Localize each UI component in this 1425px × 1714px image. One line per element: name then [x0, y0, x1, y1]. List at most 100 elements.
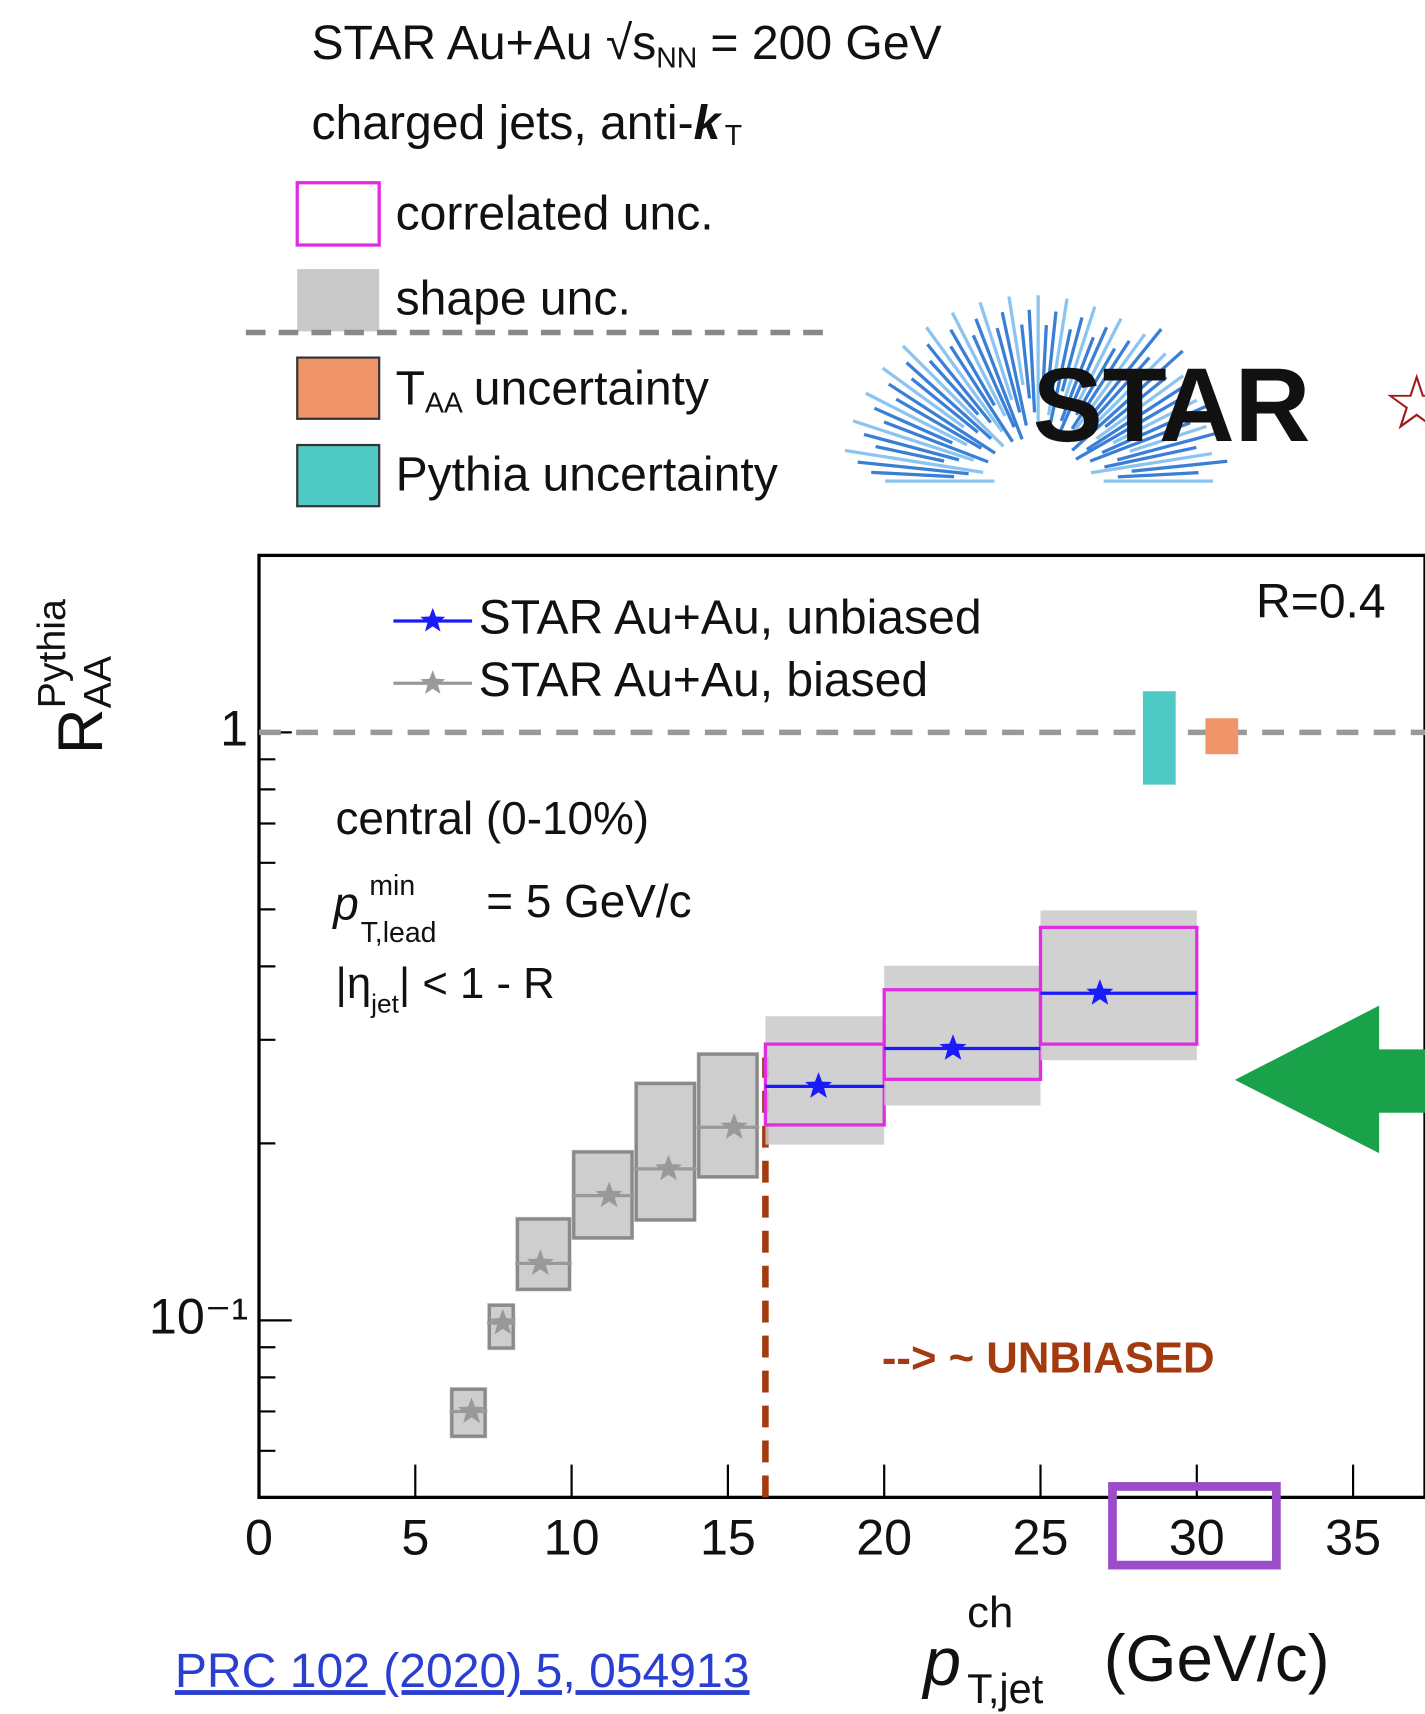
legend-label: shape unc.: [396, 272, 631, 326]
logo-ray: [949, 345, 1014, 443]
logo-ray: [895, 397, 983, 450]
logo-ray: [950, 311, 1007, 417]
shape-unc-box: [515, 1216, 572, 1292]
annotation: T,lead: [361, 917, 437, 949]
annotation: R=0.4: [1256, 574, 1386, 628]
logo-ray: [883, 420, 989, 464]
logo-ray: [1079, 352, 1167, 440]
logo-ray: [865, 391, 968, 447]
logo-ray: [887, 382, 996, 455]
green-arrow: [1234, 1005, 1425, 1154]
text-part: = 200 GeV: [710, 16, 941, 70]
x-tick-label: 5: [401, 1509, 429, 1565]
x-axis-label: p: [921, 1625, 961, 1700]
shape-unc-box: [696, 1052, 760, 1179]
data-point: [1086, 979, 1114, 1005]
logo-ray: [1090, 451, 1213, 475]
x-tick-label: 15: [700, 1509, 756, 1565]
x-tick-label: 35: [1325, 1509, 1381, 1565]
legend-marker: [420, 607, 446, 632]
x-tick-label: 25: [1013, 1509, 1069, 1565]
logo-ray: [925, 326, 1004, 433]
header-line: charged jets, anti-k T: [311, 96, 742, 152]
logo-ray: [875, 444, 945, 463]
annotation: |ηjet| < 1 - R: [335, 958, 554, 1018]
shape-unc-box: [634, 1081, 697, 1222]
text-part: k: [694, 96, 723, 150]
data-point: [939, 1034, 967, 1060]
logo-ray: [971, 334, 1016, 428]
text-part: charged jets, anti-: [311, 96, 693, 150]
text-part: NN: [656, 42, 697, 74]
corr-unc-box: [1038, 925, 1199, 1046]
annotation: min: [369, 870, 415, 902]
legend-label: Pythia uncertainty: [396, 448, 778, 502]
shape-unc-box: [1040, 910, 1197, 1061]
text-part: p: [921, 1625, 961, 1700]
box-outline: [697, 1052, 759, 1179]
logo-ray: [1074, 347, 1117, 416]
logo-ray: [1101, 401, 1215, 455]
legend-marker: [420, 670, 446, 694]
logo-ray: [1077, 317, 1123, 402]
legend-swatch: [295, 181, 381, 247]
logo-ray: [1095, 374, 1185, 441]
text-part: T: [396, 361, 425, 415]
arrow-shape: [1234, 1005, 1425, 1154]
logo-ray: [1044, 311, 1058, 401]
highlight-box: [1108, 1482, 1281, 1570]
logo-ray: [1007, 296, 1025, 386]
logo-ray: [881, 366, 965, 429]
logo: STAR ☆: [844, 295, 1425, 483]
box-outline: [634, 1081, 697, 1222]
text-part: T: [725, 119, 742, 151]
y-axis-label-sub: AA: [76, 655, 120, 708]
logo-ray: [1104, 445, 1197, 469]
logo-ray: [1071, 349, 1184, 452]
logo-ray: [863, 432, 960, 462]
logo-ray: [978, 301, 1014, 401]
box-outline: [487, 1303, 515, 1350]
logo-ray: [1104, 375, 1168, 429]
logo-ray: [905, 361, 993, 440]
logo-ray: [926, 343, 992, 424]
logo-ray: [873, 406, 953, 445]
logo-ray: [1117, 471, 1199, 479]
legend-label: TAA uncertainty: [396, 361, 709, 419]
annotation: central (0-10%): [335, 792, 649, 844]
logo-ray: [1041, 324, 1048, 387]
logo-ray: [1070, 339, 1131, 430]
legend-swatch: [296, 443, 381, 508]
logo-ray: [949, 328, 996, 407]
annotation: --> ~ UNBIASED: [882, 1333, 1215, 1382]
citation-link[interactable]: PRC 102 (2020) 5, 054913: [175, 1644, 750, 1698]
data-point: [489, 1308, 517, 1335]
logo-ray: [1089, 421, 1191, 463]
data-point: [595, 1181, 623, 1208]
legend-label: correlated unc.: [396, 186, 714, 240]
logo-ray: [995, 327, 1022, 413]
text-part: AA: [425, 387, 463, 419]
logo-ray: [857, 460, 969, 476]
x-axis-label-unit: (GeV/c): [1104, 1622, 1330, 1695]
annotation: p: [331, 877, 359, 929]
data-point: [720, 1113, 748, 1139]
logo-ray: [928, 359, 980, 416]
data-point: [655, 1154, 683, 1181]
logo-ray: [901, 344, 1005, 448]
logo-ray: [1085, 374, 1202, 451]
logo-ray: [974, 318, 1024, 440]
shape-unc-box: [765, 1016, 885, 1145]
logo-ray: [1027, 309, 1037, 413]
logo-ray: [1047, 328, 1073, 431]
legend-swatch: [297, 269, 380, 332]
logo-ray: [1129, 424, 1208, 453]
x-tick-label: 20: [856, 1509, 912, 1565]
logo-symbol: ☆: [1382, 361, 1425, 446]
logo-ray: [1131, 459, 1228, 473]
y-axis-label-main: R: [46, 708, 116, 754]
logo-ray: [1065, 333, 1147, 444]
x-tick-label: 0: [245, 1509, 273, 1565]
y-axis-label-sup: Pythia: [30, 599, 74, 708]
